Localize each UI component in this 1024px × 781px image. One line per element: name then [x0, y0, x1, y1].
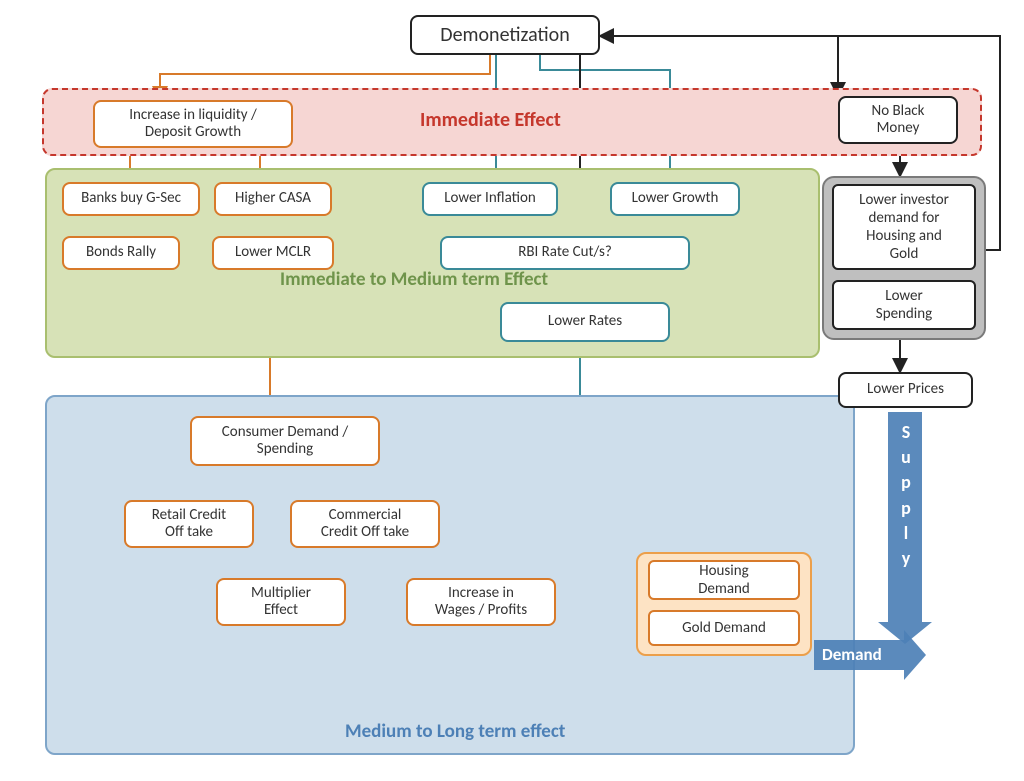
node-wages: Increase inWages / Profits: [406, 578, 556, 626]
zone-medlong-label: Medium to Long term effect: [345, 720, 565, 743]
node-retail: Retail CreditOff take: [124, 500, 254, 548]
node-gold-demand: Gold Demand: [648, 610, 800, 646]
node-noblack: No BlackMoney: [838, 96, 958, 144]
supply-arrow-label: Supply: [894, 420, 918, 571]
node-linf: Lower Inflation: [422, 182, 558, 216]
node-lower-spending: LowerSpending: [832, 280, 976, 330]
node-lprices: Lower Prices: [838, 372, 973, 408]
node-lgrow: Lower Growth: [610, 182, 740, 216]
node-mult: MultiplierEffect: [216, 578, 346, 626]
node-rbi: RBI Rate Cut/s?: [440, 236, 690, 270]
node-housing-demand: HousingDemand: [648, 560, 800, 600]
node-bonds: Bonds Rally: [62, 236, 180, 270]
node-mclr: Lower MCLR: [212, 236, 334, 270]
node-lrates: Lower Rates: [500, 302, 670, 342]
node-demonet: Demonetization: [410, 15, 600, 55]
node-comm: CommercialCredit Off take: [290, 500, 440, 548]
node-liquidity: Increase in liquidity /Deposit Growth: [93, 100, 293, 148]
zone-immediate-label: Immediate Effect: [420, 108, 561, 132]
zone-immedmed-label: Immediate to Medium term Effect: [280, 268, 548, 291]
node-lower-investor-demand: Lower investordemand forHousing andGold: [832, 184, 976, 270]
node-casa: Higher CASA: [214, 182, 332, 216]
demand-arrow-label: Demand: [822, 644, 882, 665]
node-gsec: Banks buy G-Sec: [62, 182, 200, 216]
node-cdemand: Consumer Demand /Spending: [190, 416, 380, 466]
